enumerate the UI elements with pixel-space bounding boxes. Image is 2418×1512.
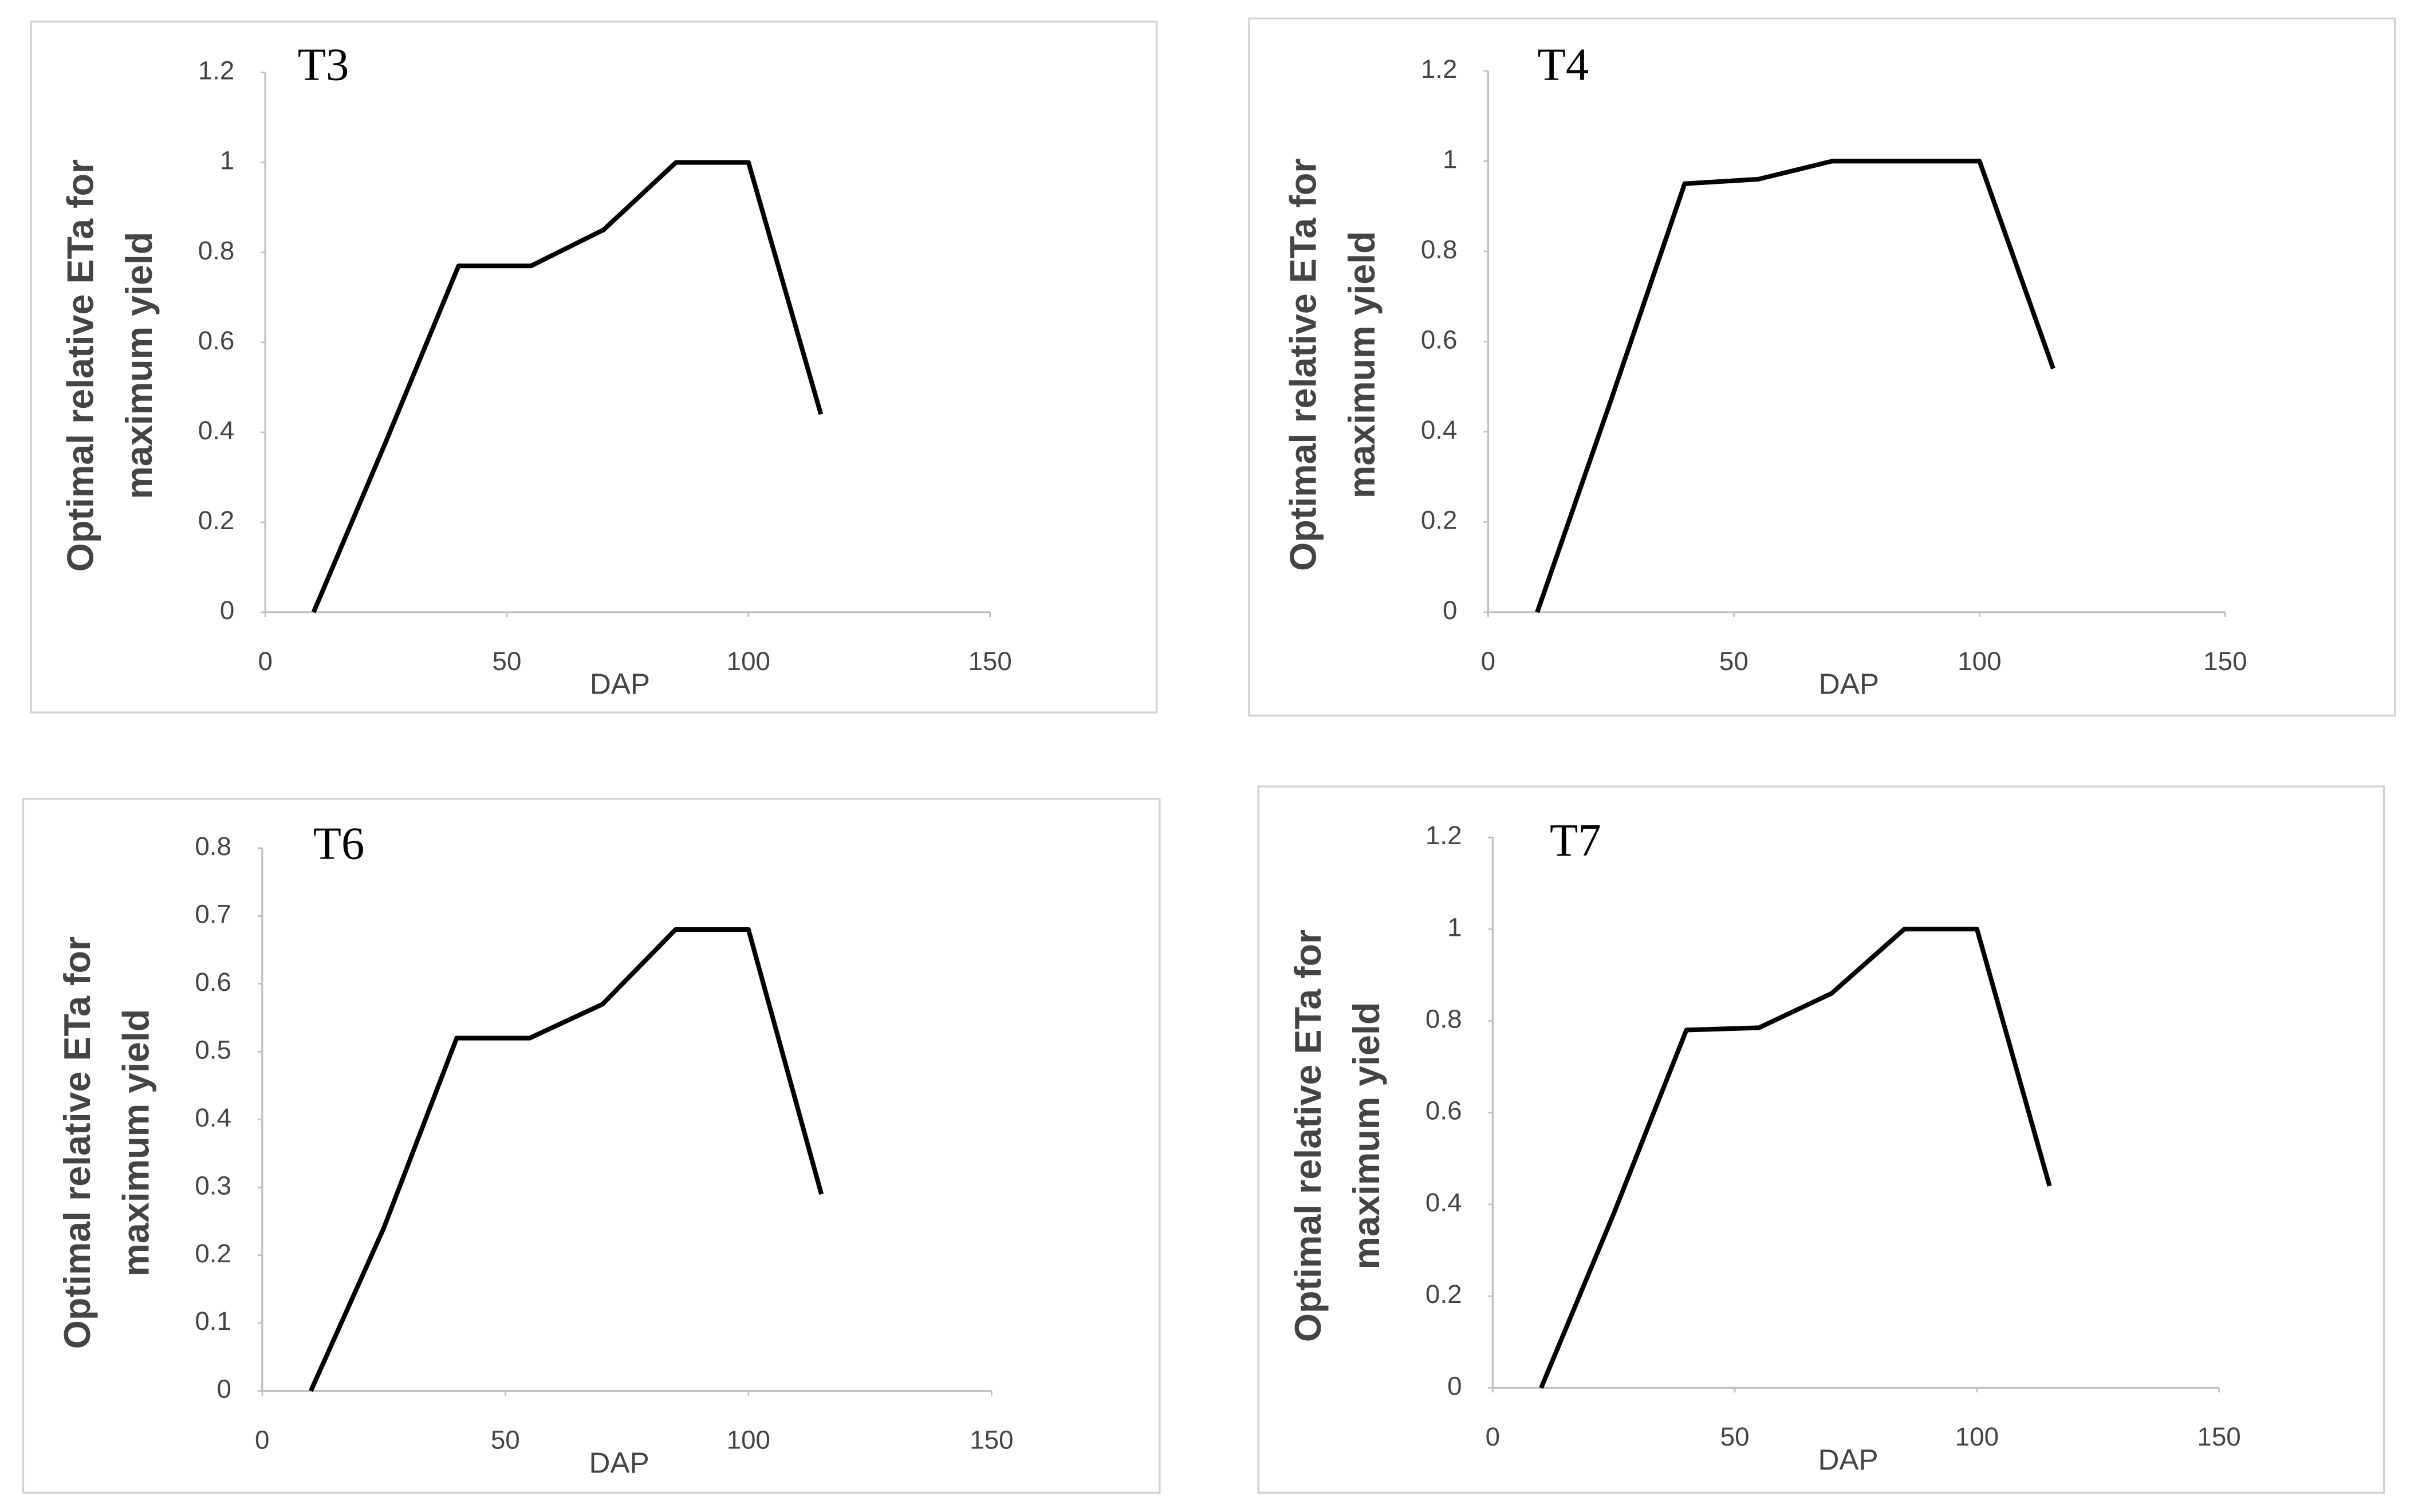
x-tick-label: 150 <box>2197 1422 2240 1451</box>
y-tick-label: 1.2 <box>198 56 235 85</box>
panel-frame <box>1248 17 2396 716</box>
y-axis-label: maximum yield <box>1346 1002 1387 1270</box>
y-tick-label: 1 <box>1443 144 1457 174</box>
panel: 0 0.2 0.4 0.6 0.8 1 1.2 0 50 100 150 DAP Optimal rel… <box>1257 785 2385 1494</box>
y-tick-label: 0 <box>1443 596 1457 625</box>
y-tick-label: 0.6 <box>1425 1096 1462 1125</box>
y-tick-label: 1 <box>1447 912 1462 942</box>
panel-title: T6 <box>313 818 365 869</box>
panel-title: T7 <box>1550 815 1601 866</box>
x-tick-label: 50 <box>1720 1422 1750 1451</box>
y-tick-label: 0 <box>220 596 234 625</box>
y-tick-label: 0.4 <box>1425 1188 1462 1217</box>
x-tick-label: 50 <box>1719 647 1748 676</box>
x-tick-label: 100 <box>1955 1422 1999 1451</box>
x-tick-label: 0 <box>1481 647 1495 676</box>
y-tick-label: 1.2 <box>1425 821 1462 850</box>
x-tick-label: 150 <box>970 1426 1013 1455</box>
data-line <box>1539 927 2052 1389</box>
y-axis-label: Optimal relative ETa for <box>60 159 101 572</box>
y-axis-label: Optimal relative ETa for <box>1287 930 1329 1342</box>
y-tick-label: 0.2 <box>198 506 235 535</box>
x-tick-label: 100 <box>727 1426 770 1455</box>
y-tick-label: 0.3 <box>195 1171 231 1200</box>
y-tick-label: 0.8 <box>1421 235 1458 264</box>
y-tick-label: 0 <box>1447 1371 1462 1400</box>
y-tick-label: 0.8 <box>1425 1005 1462 1034</box>
y-tick-label: 0.2 <box>195 1239 231 1268</box>
x-tick-label: 0 <box>258 647 272 676</box>
y-tick-label: 1.2 <box>1421 54 1458 84</box>
x-axis-label: DAP <box>1818 1443 1878 1476</box>
y-axis-label: Optimal relative ETa for <box>1283 159 1324 571</box>
x-tick-label: 100 <box>727 647 770 676</box>
y-tick-label: 0.4 <box>1421 415 1458 444</box>
x-axis-label: DAP <box>589 1446 649 1479</box>
panel-title: T3 <box>298 40 349 90</box>
y-tick-label: 0.2 <box>1421 506 1458 535</box>
y-tick-label: 0.8 <box>198 236 235 265</box>
panel-frame <box>30 21 1158 714</box>
panel-frame <box>1257 785 2385 1494</box>
x-tick-label: 50 <box>491 1426 520 1455</box>
y-tick-label: 0.8 <box>195 832 231 861</box>
y-tick-label: 0.4 <box>195 1103 231 1132</box>
x-tick-label: 150 <box>2203 647 2247 676</box>
data-line <box>311 160 824 613</box>
panel-frame <box>22 798 1161 1494</box>
y-tick-label: 0.7 <box>195 899 231 928</box>
y-tick-label: 0.6 <box>195 967 231 997</box>
y-tick-label: 0.1 <box>195 1306 231 1336</box>
data-line <box>309 927 824 1392</box>
y-axis-label: Optimal relative ETa for <box>57 936 98 1349</box>
y-axis-label: maximum yield <box>119 232 160 499</box>
panel: 0 0.2 0.4 0.6 0.8 1 1.2 0 50 100 150 DAP Optimal rel… <box>1248 17 2396 716</box>
x-tick-label: 150 <box>968 647 1011 676</box>
panel-title: T4 <box>1538 40 1589 90</box>
y-tick-label: 1 <box>220 146 234 175</box>
y-tick-label: 0 <box>216 1375 231 1404</box>
y-tick-label: 0.4 <box>198 416 235 445</box>
x-tick-label: 100 <box>1958 647 2001 676</box>
y-axis-label: maximum yield <box>115 1009 156 1277</box>
x-tick-label: 50 <box>493 647 522 676</box>
x-tick-label: 0 <box>1486 1422 1500 1451</box>
x-tick-label: 0 <box>255 1426 269 1455</box>
y-tick-label: 0.5 <box>195 1035 231 1064</box>
x-axis-label: DAP <box>1819 668 1879 700</box>
y-tick-label: 0.2 <box>1425 1279 1462 1309</box>
x-axis-label: DAP <box>590 668 650 700</box>
y-tick-label: 0.6 <box>1421 325 1458 354</box>
panel: 0 0.2 0.4 0.6 0.8 1 1.2 0 50 100 150 DAP Optimal rel… <box>30 21 1158 714</box>
data-line <box>1535 159 2055 613</box>
y-tick-label: 0.6 <box>198 326 235 355</box>
y-axis-label: maximum yield <box>1341 231 1383 498</box>
panel: 0 0.1 0.2 0.3 0.4 0.5 0.6 0.7 0.8 0 50 100 150 DAP Opt… <box>22 798 1161 1494</box>
